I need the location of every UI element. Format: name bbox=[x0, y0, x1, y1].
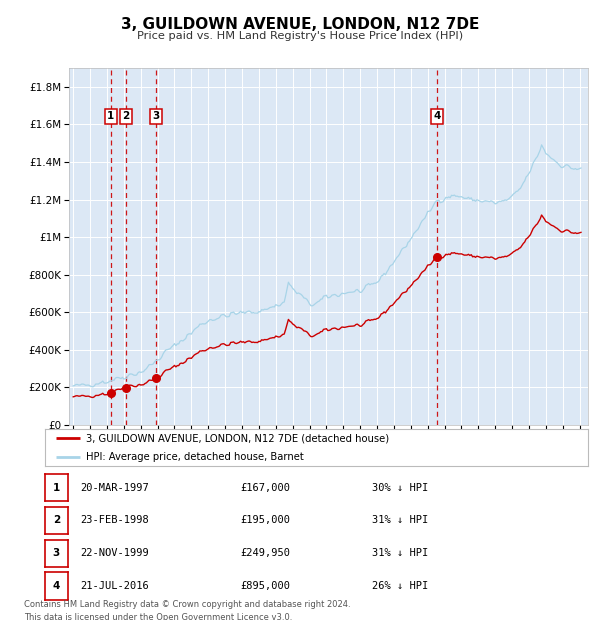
Text: 31% ↓ HPI: 31% ↓ HPI bbox=[372, 548, 428, 559]
Text: 21-JUL-2016: 21-JUL-2016 bbox=[80, 581, 149, 591]
Text: £167,000: £167,000 bbox=[240, 482, 290, 493]
Text: 3, GUILDOWN AVENUE, LONDON, N12 7DE: 3, GUILDOWN AVENUE, LONDON, N12 7DE bbox=[121, 17, 479, 32]
Text: 4: 4 bbox=[433, 112, 440, 122]
Text: 26% ↓ HPI: 26% ↓ HPI bbox=[372, 581, 428, 591]
Text: £895,000: £895,000 bbox=[240, 581, 290, 591]
Text: 2: 2 bbox=[122, 112, 130, 122]
Text: 20-MAR-1997: 20-MAR-1997 bbox=[80, 482, 149, 493]
Text: 22-NOV-1999: 22-NOV-1999 bbox=[80, 548, 149, 559]
Text: 23-FEB-1998: 23-FEB-1998 bbox=[80, 515, 149, 526]
Text: This data is licensed under the Open Government Licence v3.0.: This data is licensed under the Open Gov… bbox=[24, 613, 292, 620]
Text: 30% ↓ HPI: 30% ↓ HPI bbox=[372, 482, 428, 493]
Text: 31% ↓ HPI: 31% ↓ HPI bbox=[372, 515, 428, 526]
Text: 1: 1 bbox=[53, 482, 60, 493]
Text: 3, GUILDOWN AVENUE, LONDON, N12 7DE (detached house): 3, GUILDOWN AVENUE, LONDON, N12 7DE (det… bbox=[86, 433, 389, 443]
Text: £195,000: £195,000 bbox=[240, 515, 290, 526]
Text: 3: 3 bbox=[53, 548, 60, 559]
Text: 3: 3 bbox=[152, 112, 160, 122]
Text: £249,950: £249,950 bbox=[240, 548, 290, 559]
Text: 2: 2 bbox=[53, 515, 60, 526]
Text: HPI: Average price, detached house, Barnet: HPI: Average price, detached house, Barn… bbox=[86, 452, 304, 462]
Text: Price paid vs. HM Land Registry's House Price Index (HPI): Price paid vs. HM Land Registry's House … bbox=[137, 31, 463, 41]
Text: 4: 4 bbox=[53, 581, 60, 591]
Text: Contains HM Land Registry data © Crown copyright and database right 2024.: Contains HM Land Registry data © Crown c… bbox=[24, 600, 350, 609]
Text: 1: 1 bbox=[107, 112, 115, 122]
